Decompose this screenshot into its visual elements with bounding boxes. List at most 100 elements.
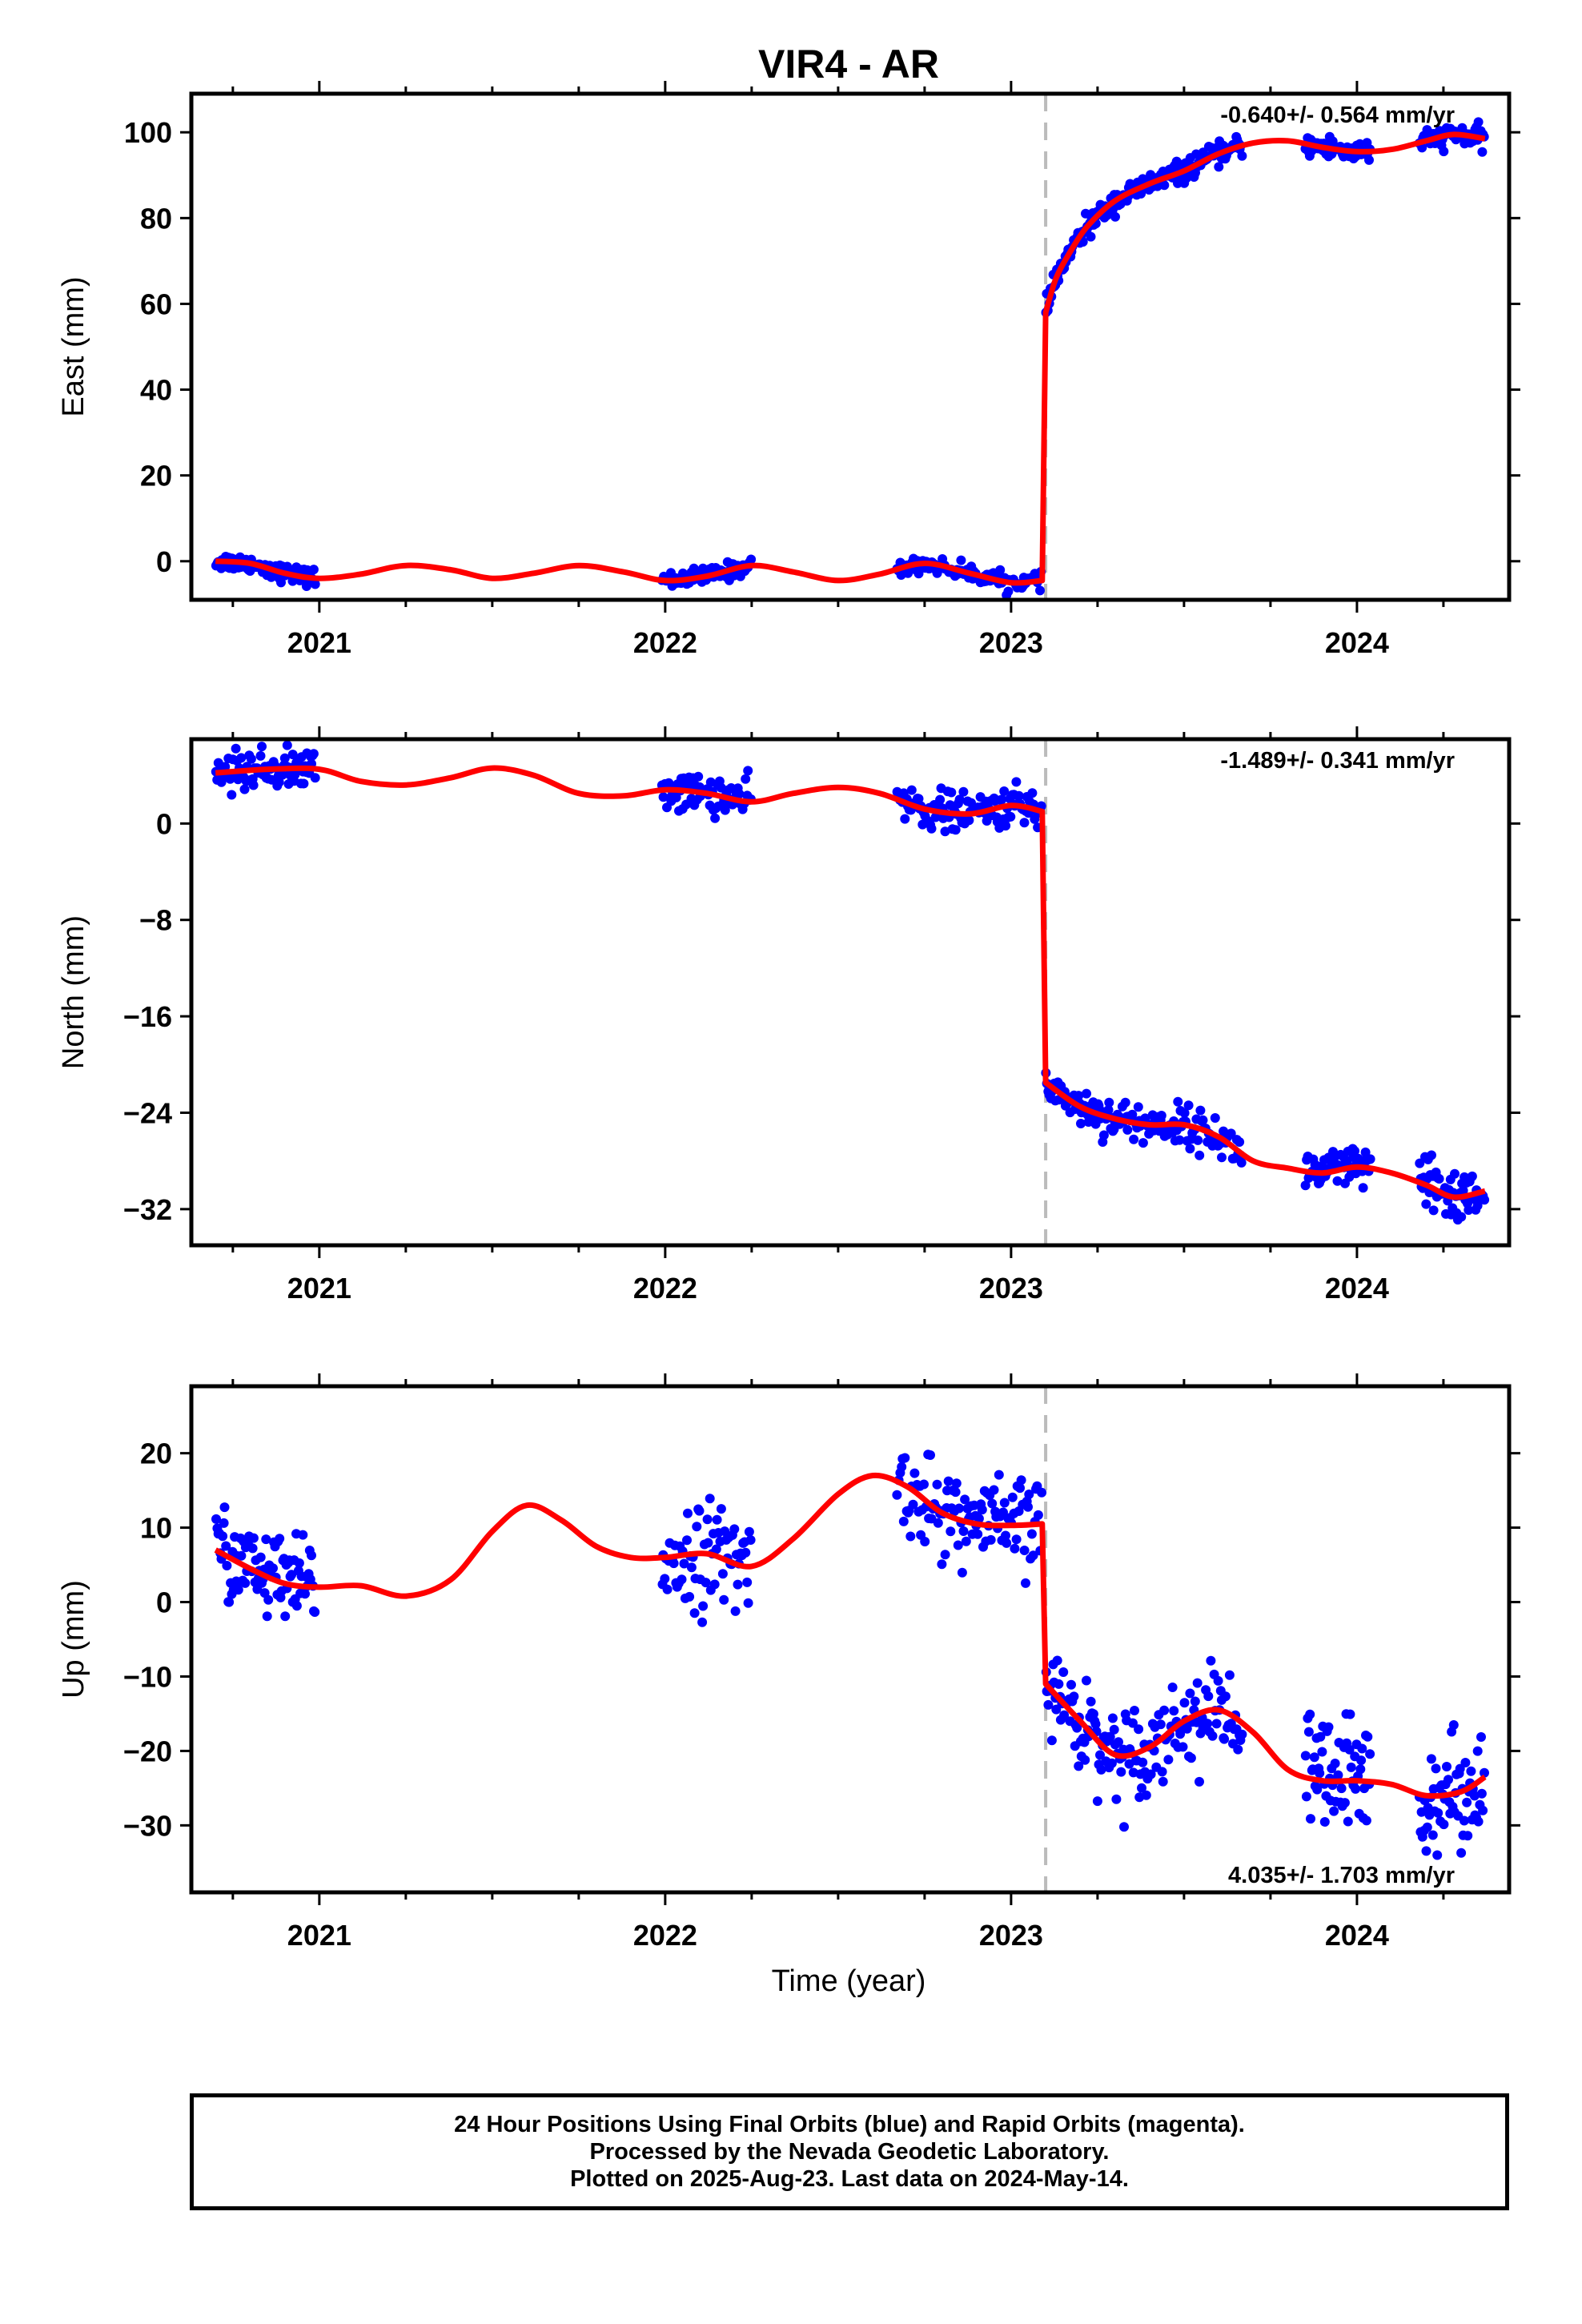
data-point xyxy=(1220,1691,1231,1702)
data-point xyxy=(909,1468,920,1478)
data-point xyxy=(246,754,256,764)
data-point xyxy=(1028,1550,1038,1561)
data-point xyxy=(1178,1742,1188,1752)
data-point xyxy=(998,1507,1008,1518)
rate-annotation: -1.489+/- 0.341 mm/yr xyxy=(1220,748,1455,774)
data-point xyxy=(240,1578,251,1588)
data-point xyxy=(1363,1731,1373,1742)
chart-title: VIR4 - AR xyxy=(758,42,939,86)
data-point xyxy=(1023,1502,1033,1512)
data-point xyxy=(1432,1850,1443,1860)
data-point xyxy=(954,1503,964,1514)
data-point xyxy=(692,1522,702,1532)
data-point xyxy=(299,778,309,789)
data-point xyxy=(1193,1135,1203,1145)
data-point xyxy=(1439,147,1449,157)
data-point xyxy=(683,1508,693,1518)
data-point xyxy=(953,1540,963,1550)
data-point xyxy=(300,1589,310,1599)
data-point xyxy=(276,577,286,588)
data-point xyxy=(940,1550,950,1560)
data-point xyxy=(712,1514,722,1525)
data-point xyxy=(1043,1699,1054,1710)
data-point xyxy=(310,1607,320,1617)
data-point xyxy=(1021,1578,1030,1588)
data-point xyxy=(669,1558,679,1569)
data-point xyxy=(958,786,969,797)
data-point xyxy=(1357,1743,1367,1754)
data-point xyxy=(310,773,320,783)
plot-background xyxy=(191,739,1509,1245)
data-point xyxy=(660,1574,670,1584)
data-point xyxy=(298,1530,308,1540)
data-point xyxy=(711,1544,721,1554)
data-point xyxy=(1015,1483,1025,1494)
data-point xyxy=(995,565,1006,575)
x-tick-label: 2024 xyxy=(1325,1272,1389,1305)
data-point xyxy=(1185,1688,1195,1699)
data-point xyxy=(686,1562,697,1573)
data-point xyxy=(900,1453,910,1463)
data-point xyxy=(1090,1719,1101,1729)
y-tick-label: −16 xyxy=(123,1000,172,1033)
data-point xyxy=(1192,1678,1203,1688)
data-point xyxy=(1052,1655,1062,1666)
data-point xyxy=(1058,1667,1069,1677)
data-point xyxy=(1130,1706,1139,1715)
data-point xyxy=(233,1585,243,1595)
data-point xyxy=(694,1506,705,1516)
y-tick-label: 20 xyxy=(140,460,172,493)
data-point xyxy=(677,1574,687,1585)
data-point xyxy=(1344,1744,1355,1755)
data-point xyxy=(291,1601,302,1611)
data-point xyxy=(222,1561,232,1570)
x-tick-label: 2023 xyxy=(979,1272,1043,1305)
y-tick-label: 0 xyxy=(156,807,172,840)
data-point xyxy=(1114,1737,1123,1747)
data-point xyxy=(1421,1846,1431,1856)
data-point xyxy=(897,1462,907,1472)
data-point xyxy=(1364,155,1374,165)
data-point xyxy=(1159,180,1170,191)
data-point xyxy=(1442,1762,1452,1771)
data-point xyxy=(951,1478,962,1489)
data-point xyxy=(1002,1538,1012,1548)
data-point xyxy=(279,753,290,763)
data-point xyxy=(1480,1767,1489,1778)
data-point xyxy=(1120,1097,1130,1108)
plot-frame xyxy=(189,1384,1512,1895)
data-point xyxy=(1462,1797,1472,1807)
data-point xyxy=(734,789,745,799)
data-point xyxy=(1107,1713,1118,1723)
data-point xyxy=(1111,1794,1122,1804)
data-point xyxy=(693,771,704,782)
data-point xyxy=(1033,1510,1043,1520)
data-point xyxy=(1074,1091,1084,1101)
data-point xyxy=(1300,1751,1311,1761)
data-point xyxy=(274,777,284,787)
data-point xyxy=(741,1547,751,1558)
data-point xyxy=(287,1570,297,1580)
data-point xyxy=(1069,1691,1079,1702)
y-tick-label: −20 xyxy=(123,1735,172,1767)
data-point xyxy=(950,1487,961,1498)
data-point xyxy=(1422,1822,1432,1832)
data-point xyxy=(1428,1205,1439,1216)
panel-east: 0 20 40 60 80 100 2021 2022 2023 2024 East (mm) -0.… xyxy=(57,81,1520,659)
data-point xyxy=(1473,1816,1484,1827)
data-point xyxy=(1433,1807,1443,1818)
data-point xyxy=(1351,1783,1361,1794)
data-point xyxy=(1134,1724,1144,1735)
data-point xyxy=(741,774,751,784)
data-point xyxy=(709,1579,720,1590)
data-point xyxy=(1361,1815,1371,1826)
data-point xyxy=(905,1531,916,1542)
data-point xyxy=(1110,211,1120,222)
data-point xyxy=(1450,1168,1460,1179)
data-point xyxy=(703,1538,713,1548)
data-point xyxy=(220,762,231,772)
data-point xyxy=(308,565,319,575)
data-point xyxy=(999,786,1010,796)
data-point xyxy=(935,794,946,805)
